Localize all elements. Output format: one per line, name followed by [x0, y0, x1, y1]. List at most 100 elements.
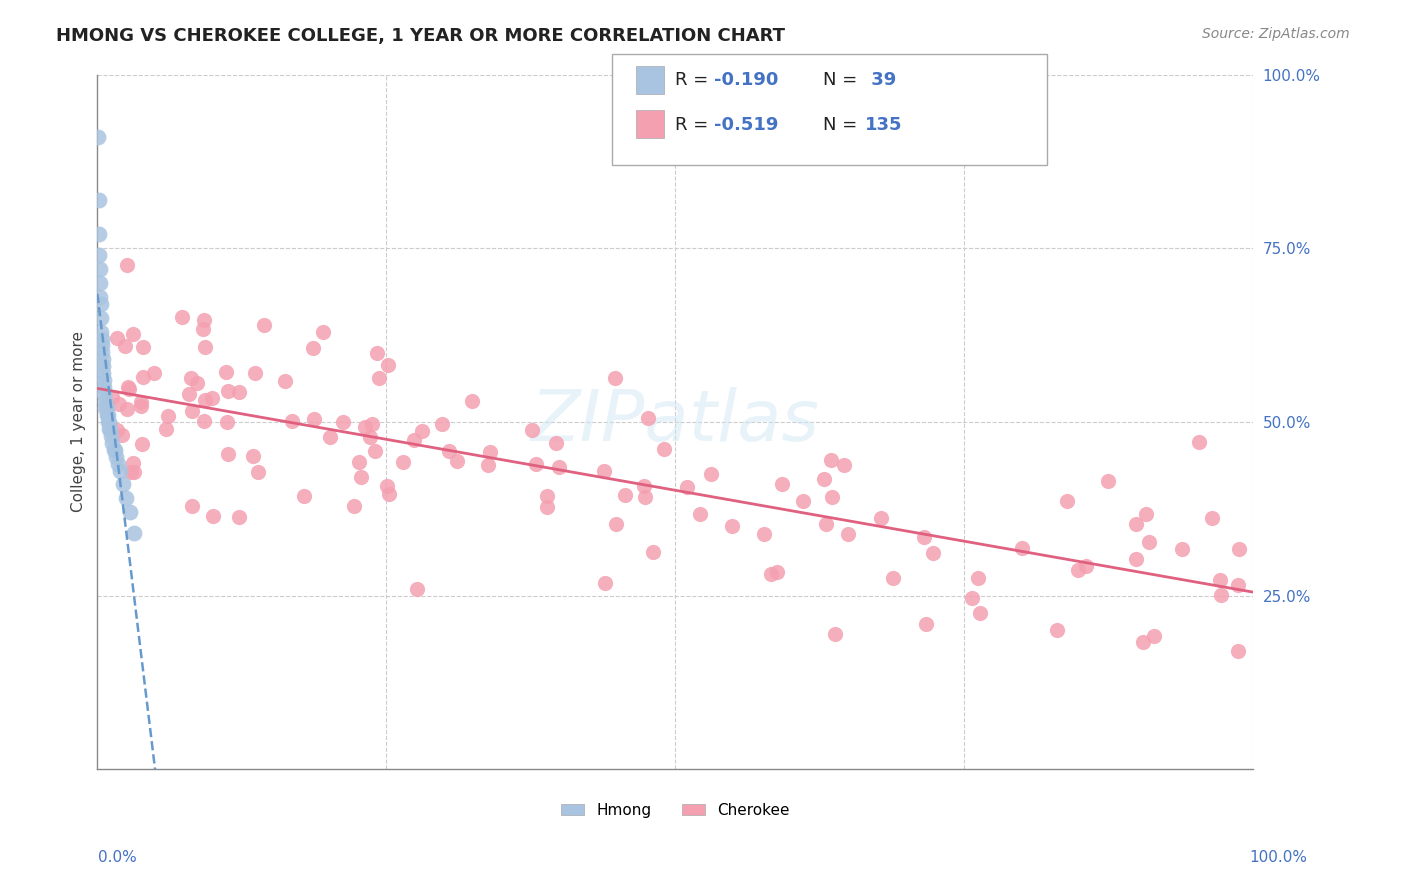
Point: [89, 290, 111, 304]
Point: [377, 359, 399, 373]
Point: [912, 530, 935, 544]
Point: [605, 370, 627, 384]
Point: [824, 626, 846, 640]
Point: [792, 494, 814, 508]
Point: [111, 428, 134, 442]
Point: [921, 546, 943, 560]
Point: [91, 345, 114, 359]
Point: [634, 491, 657, 505]
Point: [90, 297, 112, 311]
Point: [87, 227, 110, 242]
Point: [536, 500, 558, 514]
Point: [411, 424, 433, 438]
Point: [186, 376, 208, 391]
Point: [122, 456, 145, 470]
Point: [1135, 507, 1157, 521]
Point: [402, 433, 425, 447]
Point: [104, 450, 127, 464]
Point: [477, 458, 499, 472]
Point: [375, 479, 398, 493]
Text: R =: R =: [675, 71, 714, 89]
Point: [368, 370, 391, 384]
Point: [605, 516, 627, 531]
Point: [129, 395, 152, 409]
Point: [1226, 644, 1249, 658]
Point: [181, 499, 204, 513]
Point: [347, 455, 370, 469]
Point: [820, 453, 842, 467]
Point: [1226, 578, 1249, 592]
Point: [641, 544, 664, 558]
Point: [103, 442, 125, 457]
Text: 39: 39: [865, 71, 896, 89]
Point: [354, 420, 377, 434]
Point: [520, 423, 543, 437]
Point: [1125, 552, 1147, 566]
Point: [87, 248, 110, 262]
Point: [536, 489, 558, 503]
Point: [191, 322, 214, 336]
Point: [837, 527, 859, 541]
Point: [91, 332, 114, 346]
Point: [101, 435, 124, 450]
Point: [614, 488, 637, 502]
Point: [96, 408, 118, 422]
Point: [180, 404, 202, 418]
Point: [700, 467, 723, 481]
Point: [193, 312, 215, 326]
Point: [89, 276, 111, 290]
Point: [132, 370, 155, 384]
Point: [392, 455, 415, 469]
Point: [478, 445, 501, 459]
Point: [1132, 635, 1154, 649]
Text: ZIPatlas: ZIPatlas: [530, 387, 820, 457]
Point: [91, 338, 114, 352]
Text: HMONG VS CHEROKEE COLLEGE, 1 YEAR OR MORE CORRELATION CHART: HMONG VS CHEROKEE COLLEGE, 1 YEAR OR MOR…: [56, 27, 785, 45]
Point: [1227, 542, 1250, 557]
Point: [430, 417, 453, 431]
Point: [217, 384, 239, 399]
Point: [821, 490, 844, 504]
Point: [524, 457, 547, 471]
Point: [97, 415, 120, 429]
Point: [1097, 474, 1119, 488]
Text: 0.0%: 0.0%: [98, 850, 138, 865]
Point: [1046, 623, 1069, 637]
Point: [637, 411, 659, 425]
Point: [332, 415, 354, 429]
Point: [689, 507, 711, 521]
Point: [228, 385, 250, 400]
Point: [215, 365, 238, 379]
Point: [91, 352, 114, 367]
Point: [962, 591, 984, 605]
Point: [548, 460, 571, 475]
Point: [870, 511, 893, 525]
Point: [114, 339, 136, 353]
Point: [124, 465, 146, 479]
Point: [312, 325, 335, 339]
Point: [378, 487, 401, 501]
Point: [90, 325, 112, 339]
Point: [194, 341, 217, 355]
Point: [1201, 511, 1223, 525]
Legend: Hmong, Cherokee: Hmong, Cherokee: [555, 797, 796, 824]
Point: [91, 359, 114, 374]
Point: [1143, 629, 1166, 643]
Point: [593, 464, 616, 478]
Text: 100.0%: 100.0%: [1250, 850, 1308, 865]
Point: [107, 457, 129, 471]
Point: [120, 465, 142, 479]
Point: [1125, 516, 1147, 531]
Text: N =: N =: [823, 116, 862, 134]
Point: [242, 449, 264, 463]
Point: [118, 382, 141, 396]
Point: [202, 509, 225, 524]
Point: [1137, 535, 1160, 549]
Point: [654, 442, 676, 456]
Point: [105, 423, 128, 437]
Point: [1209, 574, 1232, 588]
Text: R =: R =: [675, 116, 714, 134]
Point: [194, 392, 217, 407]
Point: [245, 366, 267, 380]
Point: [280, 414, 302, 428]
